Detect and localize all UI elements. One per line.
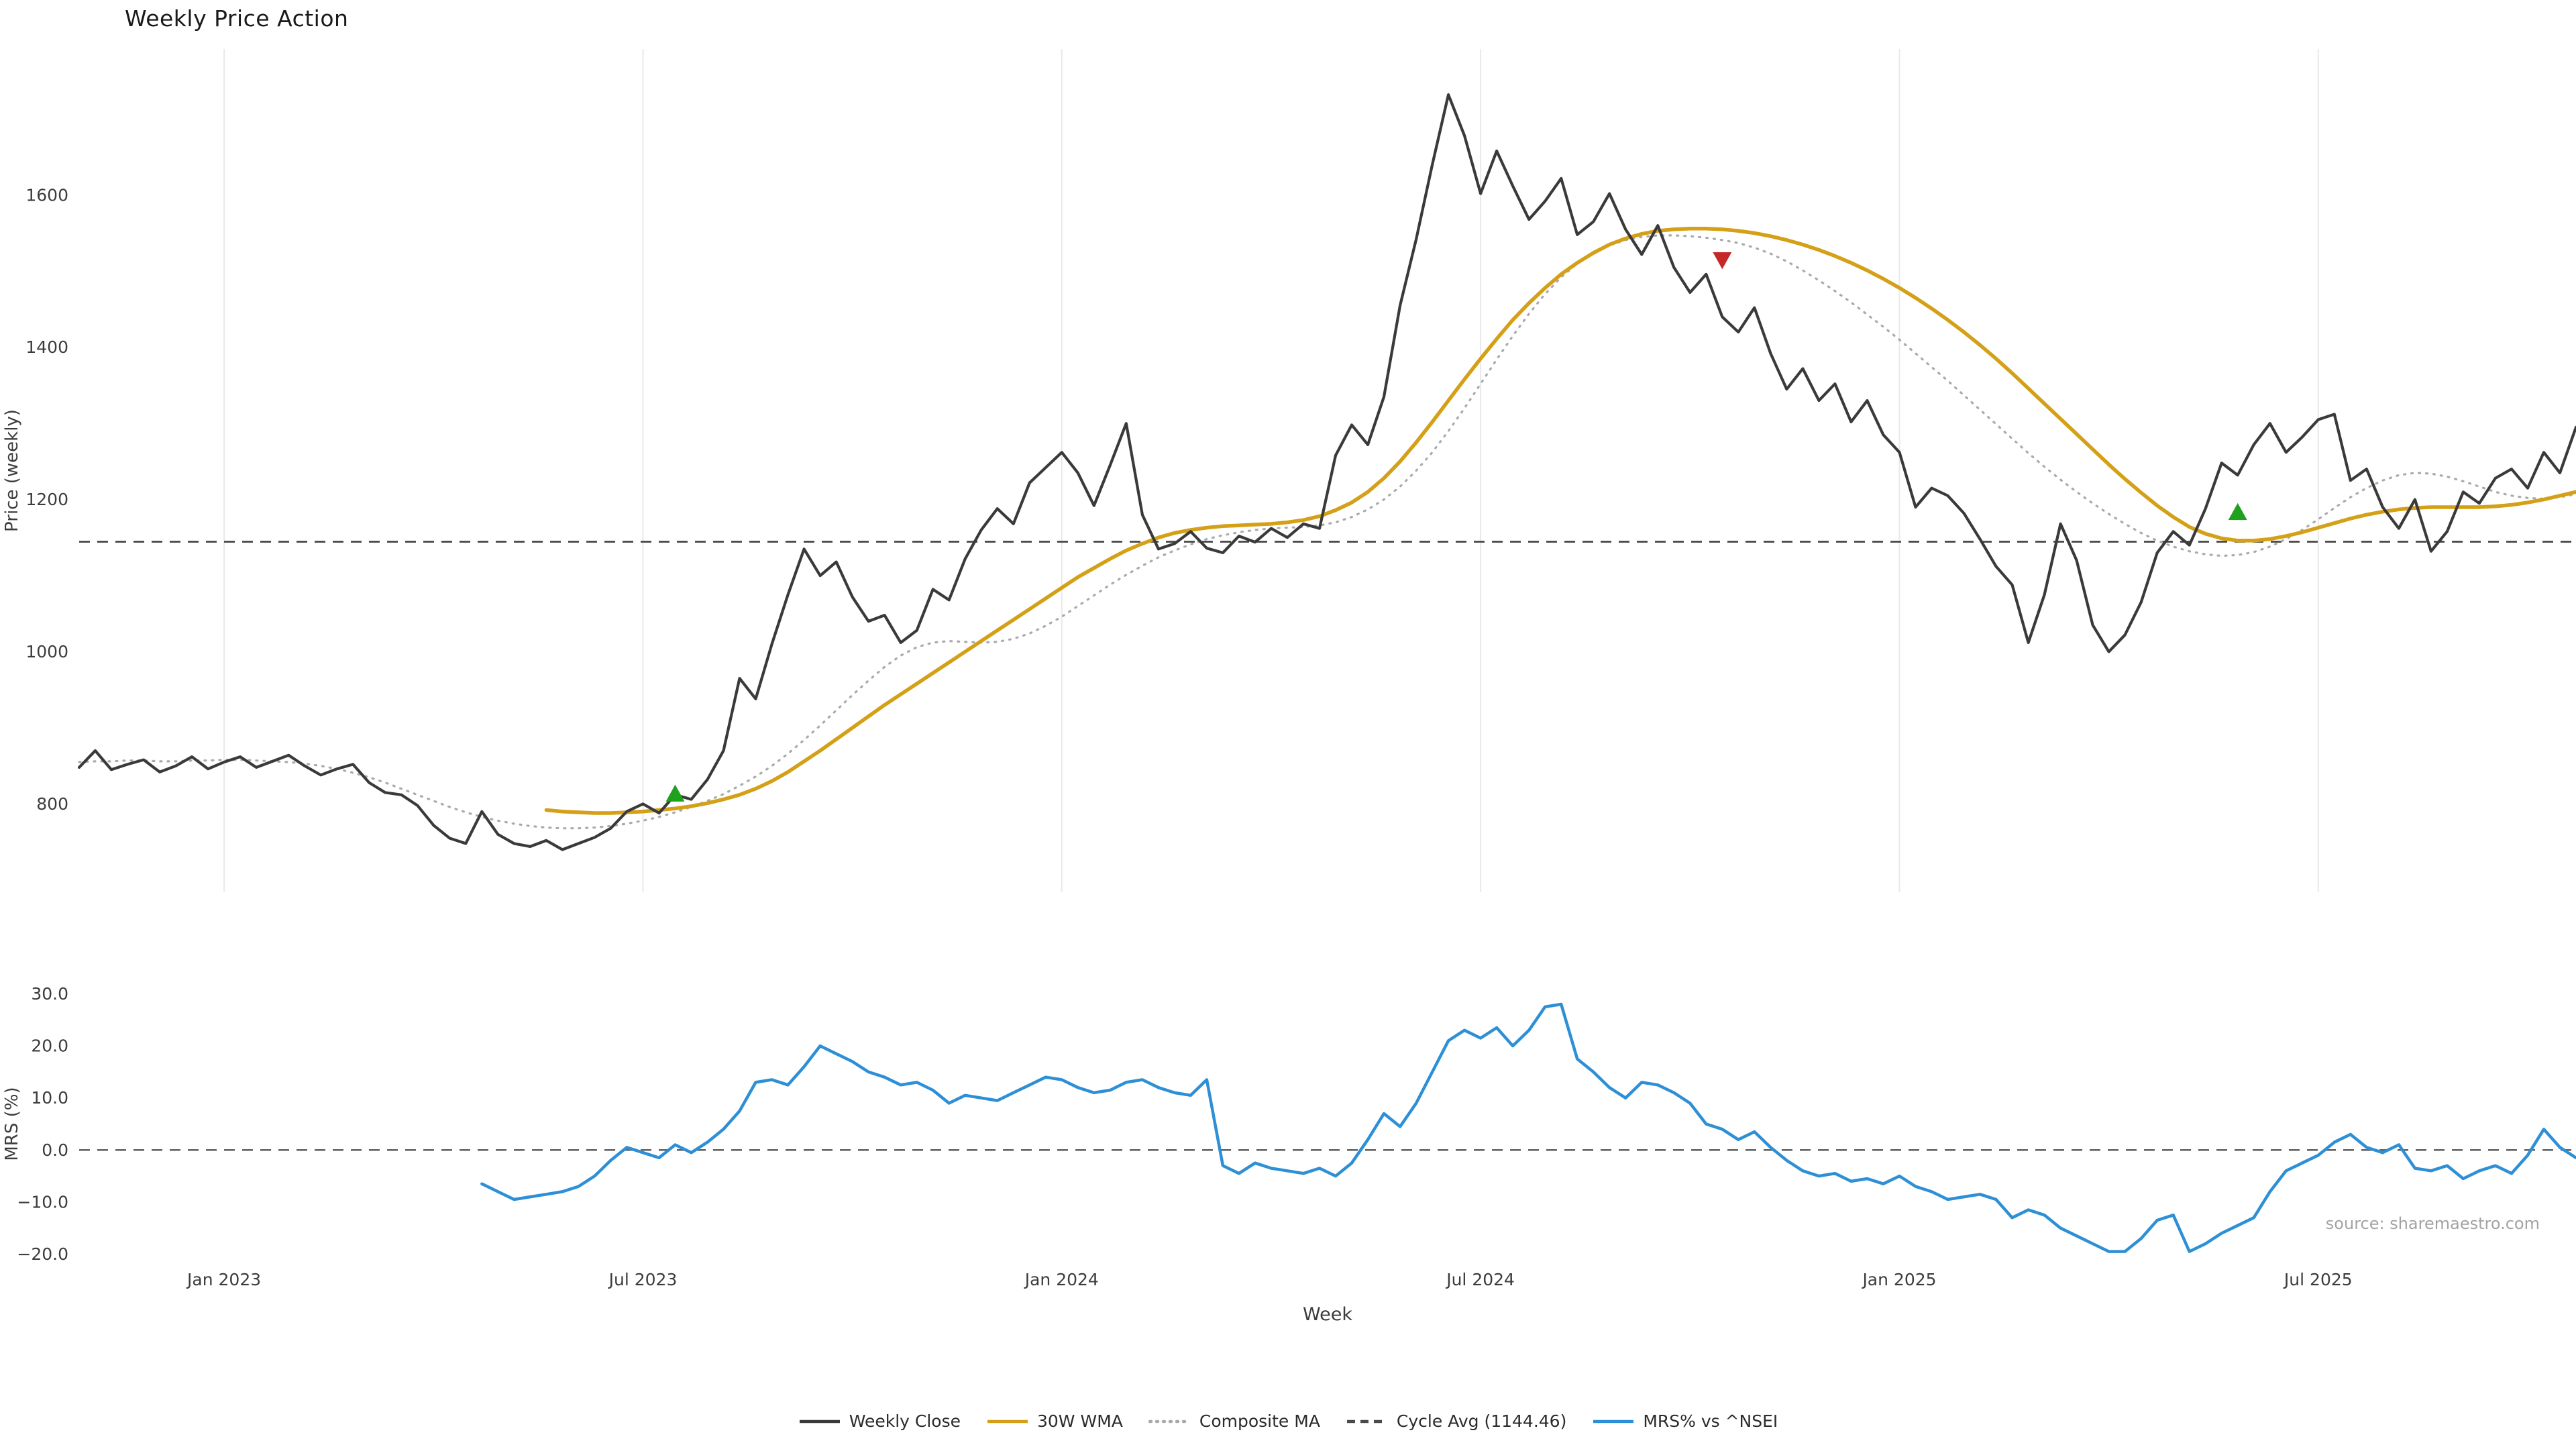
series-composite-ma [78, 234, 2576, 830]
series-weekly-close [77, 93, 2576, 851]
buy-signal-marker-icon [665, 784, 685, 802]
legend-swatch-mrs-vs-nsei-icon [1593, 1419, 1634, 1423]
y-tick-label: −10.0 [17, 1192, 68, 1212]
x-tick-label: Jan 2023 [186, 1270, 261, 1289]
legend-label: Cycle Avg (1144.46) [1396, 1411, 1567, 1431]
legend-item-weekly-close: Weekly Close [798, 1411, 961, 1431]
x-tick-label: Jul 2024 [1445, 1270, 1515, 1289]
y-axis-label-price: Price (weekly) [2, 409, 22, 532]
legend-item-mrs-vs-nsei: MRS% vs ^NSEI [1592, 1411, 1778, 1431]
series-mrs-vs-nsei [480, 1002, 2576, 1253]
legend-swatch-cycle-avg-1144-46-icon [1346, 1419, 1387, 1423]
legend-label: 30W WMA [1037, 1411, 1123, 1431]
x-tick-label: Jan 2025 [1861, 1270, 1936, 1289]
y-tick-label: 800 [36, 794, 68, 814]
y-axis-label-mrs: MRS (%) [2, 1087, 22, 1161]
chart-legend: Weekly Close 30W WMA Composite MA Cycle Avg… [0, 1411, 2576, 1431]
x-tick-label: Jan 2024 [1024, 1270, 1099, 1289]
legend-item-composite-ma: Composite MA [1148, 1411, 1320, 1431]
legend-item-30w-wma: 30W WMA [986, 1411, 1123, 1431]
y-tick-label: 1200 [25, 490, 68, 509]
legend-label: Composite MA [1199, 1411, 1320, 1431]
legend-swatch-30w-wma-icon [987, 1419, 1028, 1423]
legend-swatch-weekly-close-icon [799, 1419, 840, 1423]
y-tick-label: 1400 [25, 337, 68, 357]
legend-label: Weekly Close [849, 1411, 961, 1431]
sell-signal-marker-icon [1713, 252, 1732, 270]
y-tick-label: 30.0 [31, 984, 68, 1004]
y-tick-label: 0.0 [42, 1140, 68, 1160]
y-tick-label: 1600 [25, 185, 68, 205]
chart-title: Weekly Price Action [125, 5, 349, 32]
source-credit: source: sharemaestro.com [2326, 1214, 2540, 1233]
legend-label: MRS% vs ^NSEI [1643, 1411, 1778, 1431]
y-tick-label: 1000 [25, 642, 68, 661]
y-tick-label: 20.0 [31, 1036, 68, 1056]
legend-swatch-composite-ma-icon [1148, 1419, 1191, 1423]
series-30w-wma [544, 226, 2576, 815]
x-tick-label: Jul 2023 [608, 1270, 678, 1289]
x-tick-label: Jul 2025 [2283, 1270, 2353, 1289]
buy-signal-marker-icon [2228, 502, 2247, 521]
x-axis-title: Week [1303, 1304, 1352, 1325]
y-tick-label: −20.0 [17, 1244, 68, 1264]
y-tick-label: 10.0 [31, 1088, 68, 1108]
legend-item-cycle-avg-1144-46: Cycle Avg (1144.46) [1346, 1411, 1566, 1431]
